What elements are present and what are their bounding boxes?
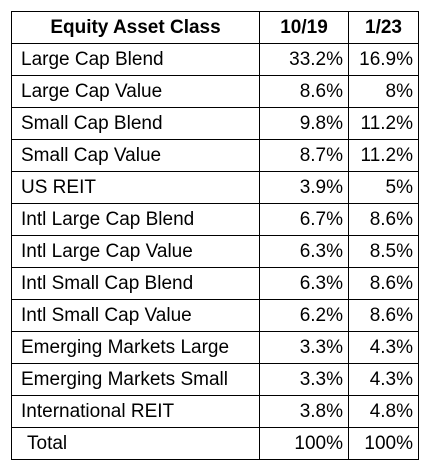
row-label: Large Cap Value xyxy=(11,75,260,108)
value-1019: 6.7% xyxy=(259,203,349,236)
row-label: Intl Large Cap Blend xyxy=(11,203,260,236)
value-1019: 6.3% xyxy=(259,267,349,300)
total-value-123: 100% xyxy=(348,427,419,460)
value-123: 5% xyxy=(348,171,419,204)
table-body: Large Cap Blend 33.2% 16.9% Large Cap Va… xyxy=(11,43,419,460)
value-123: 8.6% xyxy=(348,203,419,236)
value-123: 4.8% xyxy=(348,395,419,428)
value-1019: 33.2% xyxy=(259,43,349,76)
value-1019: 3.8% xyxy=(259,395,349,428)
value-123: 4.3% xyxy=(348,363,419,396)
table-row: Large Cap Value 8.6% 8% xyxy=(11,75,419,108)
value-1019: 9.8% xyxy=(259,107,349,140)
value-123: 11.2% xyxy=(348,107,419,140)
table-row: Intl Small Cap Blend 6.3% 8.6% xyxy=(11,267,419,300)
value-123: 8.6% xyxy=(348,299,419,332)
table-row: Emerging Markets Small 3.3% 4.3% xyxy=(11,363,419,396)
total-row: Total 100% 100% xyxy=(11,427,419,460)
total-label: Total xyxy=(11,427,260,460)
value-1019: 3.3% xyxy=(259,331,349,364)
table-row: Intl Small Cap Value 6.2% 8.6% xyxy=(11,299,419,332)
table-row: US REIT 3.9% 5% xyxy=(11,171,419,204)
row-label: International REIT xyxy=(11,395,260,428)
value-123: 8% xyxy=(348,75,419,108)
table-row: Small Cap Blend 9.8% 11.2% xyxy=(11,107,419,140)
row-label: Intl Small Cap Value xyxy=(11,299,260,332)
table-row: Emerging Markets Large 3.3% 4.3% xyxy=(11,331,419,364)
header-date-123: 1/23 xyxy=(348,11,419,44)
equity-allocation-table: Equity Asset Class 10/19 1/23 Large Cap … xyxy=(11,11,419,460)
value-123: 4.3% xyxy=(348,331,419,364)
value-1019: 8.6% xyxy=(259,75,349,108)
table-row: Intl Large Cap Value 6.3% 8.5% xyxy=(11,235,419,268)
value-1019: 6.3% xyxy=(259,235,349,268)
table-row: Intl Large Cap Blend 6.7% 8.6% xyxy=(11,203,419,236)
table-row: International REIT 3.8% 4.8% xyxy=(11,395,419,428)
value-1019: 3.3% xyxy=(259,363,349,396)
value-123: 16.9% xyxy=(348,43,419,76)
row-label: Small Cap Value xyxy=(11,139,260,172)
allocation-table-container: Equity Asset Class 10/19 1/23 Large Cap … xyxy=(11,11,419,460)
row-label: Emerging Markets Large xyxy=(11,331,260,364)
row-label: Emerging Markets Small xyxy=(11,363,260,396)
value-123: 11.2% xyxy=(348,139,419,172)
value-1019: 3.9% xyxy=(259,171,349,204)
row-label: US REIT xyxy=(11,171,260,204)
header-row: Equity Asset Class 10/19 1/23 xyxy=(11,11,419,44)
table-header: Equity Asset Class 10/19 1/23 xyxy=(11,11,419,44)
value-1019: 8.7% xyxy=(259,139,349,172)
total-value-1019: 100% xyxy=(259,427,349,460)
row-label: Intl Small Cap Blend xyxy=(11,267,260,300)
row-label: Large Cap Blend xyxy=(11,43,260,76)
header-asset-class: Equity Asset Class xyxy=(11,11,260,44)
row-label: Small Cap Blend xyxy=(11,107,260,140)
value-123: 8.6% xyxy=(348,267,419,300)
value-123: 8.5% xyxy=(348,235,419,268)
value-1019: 6.2% xyxy=(259,299,349,332)
table-row: Small Cap Value 8.7% 11.2% xyxy=(11,139,419,172)
table-row: Large Cap Blend 33.2% 16.9% xyxy=(11,43,419,76)
header-date-1019: 10/19 xyxy=(259,11,349,44)
row-label: Intl Large Cap Value xyxy=(11,235,260,268)
